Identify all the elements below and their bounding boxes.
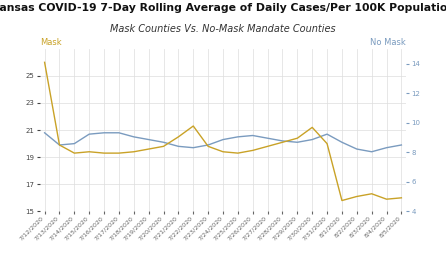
Text: Mask: Mask bbox=[40, 38, 62, 47]
Text: No Mask: No Mask bbox=[370, 38, 406, 47]
Text: Kansas COVID-19 7-Day Rolling Average of Daily Cases/Per 100K Population: Kansas COVID-19 7-Day Rolling Average of… bbox=[0, 3, 446, 13]
Text: Mask Counties Vs. No-Mask Mandate Counties: Mask Counties Vs. No-Mask Mandate Counti… bbox=[110, 24, 336, 34]
